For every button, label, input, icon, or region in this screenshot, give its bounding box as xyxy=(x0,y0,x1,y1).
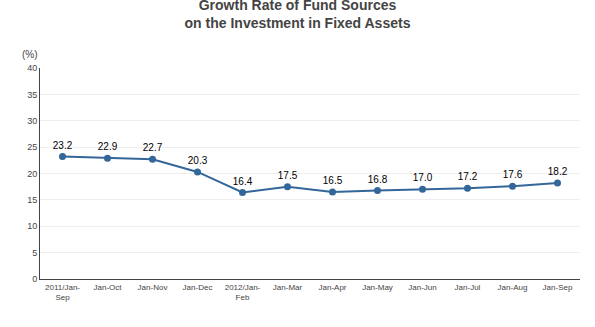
svg-text:20: 20 xyxy=(27,169,37,179)
svg-text:15: 15 xyxy=(27,195,37,205)
svg-text:Jan-May: Jan-May xyxy=(362,283,393,292)
svg-text:35: 35 xyxy=(27,90,37,100)
svg-text:Jan-Aug: Jan-Aug xyxy=(498,283,528,292)
svg-text:30: 30 xyxy=(27,116,37,126)
svg-text:22.9: 22.9 xyxy=(98,141,118,152)
svg-text:Growth Rate of Fund Sourceson: Growth Rate of Fund Sourceson the Invest… xyxy=(185,0,411,31)
svg-text:25: 25 xyxy=(27,142,37,152)
svg-text:16.8: 16.8 xyxy=(368,174,388,185)
svg-text:Jan-Oct: Jan-Oct xyxy=(93,283,122,292)
svg-text:Jan-Jun: Jan-Jun xyxy=(408,283,436,292)
svg-text:16.4: 16.4 xyxy=(233,176,253,187)
svg-text:Jan-Sep: Jan-Sep xyxy=(543,283,573,292)
svg-text:18.2: 18.2 xyxy=(548,166,568,177)
svg-text:Jan-Mar: Jan-Mar xyxy=(273,283,303,292)
svg-text:5: 5 xyxy=(32,248,37,258)
svg-text:10: 10 xyxy=(27,221,37,231)
svg-text:22.7: 22.7 xyxy=(143,142,163,153)
svg-text:Jan-Apr: Jan-Apr xyxy=(318,283,346,292)
svg-text:17.5: 17.5 xyxy=(278,170,298,181)
svg-text:20.3: 20.3 xyxy=(188,155,208,166)
svg-text:17.0: 17.0 xyxy=(413,172,433,183)
svg-text:40: 40 xyxy=(27,63,37,73)
svg-text:17.6: 17.6 xyxy=(503,169,523,180)
svg-text:Jan-Jul: Jan-Jul xyxy=(455,283,481,292)
svg-text:(%): (%) xyxy=(22,49,38,60)
svg-text:2011/Jan-Sep: 2011/Jan-Sep xyxy=(45,283,80,302)
svg-text:Jan-Nov: Jan-Nov xyxy=(138,283,168,292)
svg-text:2012/Jan-Feb: 2012/Jan-Feb xyxy=(225,283,261,302)
svg-text:16.5: 16.5 xyxy=(323,175,343,186)
svg-text:23.2: 23.2 xyxy=(53,140,73,151)
svg-text:17.2: 17.2 xyxy=(458,171,478,182)
svg-text:Jan-Dec: Jan-Dec xyxy=(183,283,213,292)
svg-text:0: 0 xyxy=(32,274,37,284)
